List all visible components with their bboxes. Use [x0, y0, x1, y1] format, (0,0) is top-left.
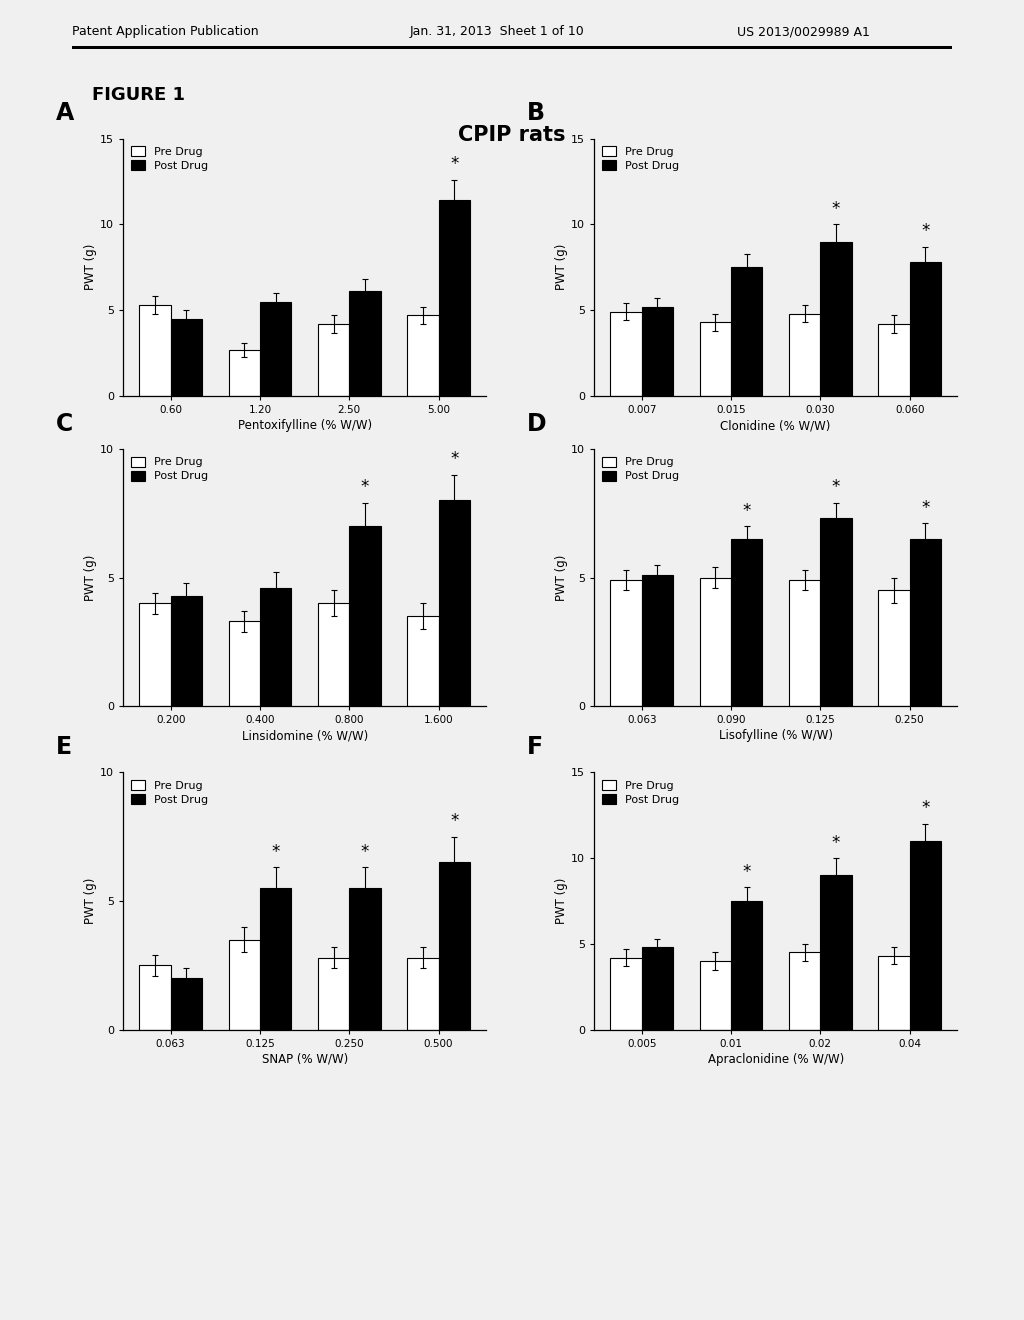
Bar — [610, 579, 642, 706]
Text: *: * — [451, 450, 459, 469]
Y-axis label: PWT (g): PWT (g) — [555, 554, 568, 601]
Bar — [171, 978, 202, 1030]
Text: *: * — [831, 833, 840, 851]
Bar — [438, 500, 470, 706]
Bar — [438, 862, 470, 1030]
Text: *: * — [451, 812, 459, 830]
Text: *: * — [831, 199, 840, 218]
Bar — [139, 305, 171, 396]
Bar — [820, 875, 852, 1030]
Text: *: * — [922, 799, 930, 817]
X-axis label: Clonidine (% W/W): Clonidine (% W/W) — [721, 420, 830, 432]
Bar — [731, 900, 762, 1030]
Bar — [610, 957, 642, 1030]
Y-axis label: PWT (g): PWT (g) — [555, 878, 568, 924]
Bar — [909, 263, 941, 396]
Text: E: E — [56, 735, 73, 759]
Legend: Pre Drug, Post Drug: Pre Drug, Post Drug — [126, 453, 213, 486]
Text: D: D — [527, 412, 547, 436]
Bar — [349, 525, 381, 706]
Legend: Pre Drug, Post Drug: Pre Drug, Post Drug — [597, 453, 684, 486]
Text: A: A — [56, 102, 75, 125]
Text: F: F — [527, 735, 544, 759]
Bar — [139, 965, 171, 1030]
Bar — [699, 961, 731, 1030]
Y-axis label: PWT (g): PWT (g) — [555, 244, 568, 290]
Bar — [260, 302, 291, 396]
Bar — [260, 587, 291, 706]
Bar — [642, 576, 673, 706]
Bar — [318, 957, 349, 1030]
X-axis label: Pentoxifylline (% W/W): Pentoxifylline (% W/W) — [238, 420, 372, 432]
Bar — [820, 519, 852, 706]
Bar — [349, 888, 381, 1030]
Text: *: * — [360, 843, 369, 861]
Text: *: * — [922, 222, 930, 240]
X-axis label: SNAP (% W/W): SNAP (% W/W) — [261, 1053, 348, 1065]
Bar — [879, 956, 909, 1030]
X-axis label: Apraclonidine (% W/W): Apraclonidine (% W/W) — [708, 1053, 844, 1065]
Text: CPIP rats: CPIP rats — [459, 125, 565, 145]
Text: US 2013/0029989 A1: US 2013/0029989 A1 — [737, 25, 870, 38]
Bar — [731, 267, 762, 396]
Bar — [610, 312, 642, 396]
Bar — [171, 319, 202, 396]
Legend: Pre Drug, Post Drug: Pre Drug, Post Drug — [597, 143, 684, 176]
Bar — [820, 242, 852, 396]
Legend: Pre Drug, Post Drug: Pre Drug, Post Drug — [126, 776, 213, 809]
Text: *: * — [360, 478, 369, 496]
Bar — [699, 322, 731, 396]
Text: FIGURE 1: FIGURE 1 — [92, 86, 185, 104]
Bar — [408, 616, 438, 706]
Text: *: * — [742, 863, 751, 880]
Bar — [699, 578, 731, 706]
Text: *: * — [742, 502, 751, 520]
Bar — [790, 953, 820, 1030]
Bar — [879, 590, 909, 706]
Bar — [318, 603, 349, 706]
X-axis label: Linsidomine (% W/W): Linsidomine (% W/W) — [242, 730, 368, 742]
Text: *: * — [451, 156, 459, 173]
Text: *: * — [271, 843, 280, 861]
X-axis label: Lisofylline (% W/W): Lisofylline (% W/W) — [719, 730, 833, 742]
Bar — [790, 579, 820, 706]
Bar — [879, 323, 909, 396]
Text: Jan. 31, 2013  Sheet 1 of 10: Jan. 31, 2013 Sheet 1 of 10 — [410, 25, 585, 38]
Bar — [408, 315, 438, 396]
Bar — [731, 539, 762, 706]
Text: B: B — [527, 102, 546, 125]
Y-axis label: PWT (g): PWT (g) — [84, 244, 97, 290]
Bar — [408, 957, 438, 1030]
Bar — [909, 539, 941, 706]
Bar — [790, 314, 820, 396]
Bar — [438, 201, 470, 396]
Bar — [318, 323, 349, 396]
Bar — [260, 888, 291, 1030]
Bar — [349, 292, 381, 396]
Bar — [909, 841, 941, 1030]
Bar — [642, 948, 673, 1030]
Text: Patent Application Publication: Patent Application Publication — [72, 25, 258, 38]
Bar — [228, 940, 260, 1030]
Bar — [642, 306, 673, 396]
Text: *: * — [922, 499, 930, 517]
Bar — [139, 603, 171, 706]
Legend: Pre Drug, Post Drug: Pre Drug, Post Drug — [597, 776, 684, 809]
Bar — [228, 350, 260, 396]
Legend: Pre Drug, Post Drug: Pre Drug, Post Drug — [126, 143, 213, 176]
Text: *: * — [831, 478, 840, 496]
Bar — [171, 595, 202, 706]
Y-axis label: PWT (g): PWT (g) — [84, 878, 97, 924]
Y-axis label: PWT (g): PWT (g) — [84, 554, 97, 601]
Text: C: C — [56, 412, 74, 436]
Bar — [228, 622, 260, 706]
